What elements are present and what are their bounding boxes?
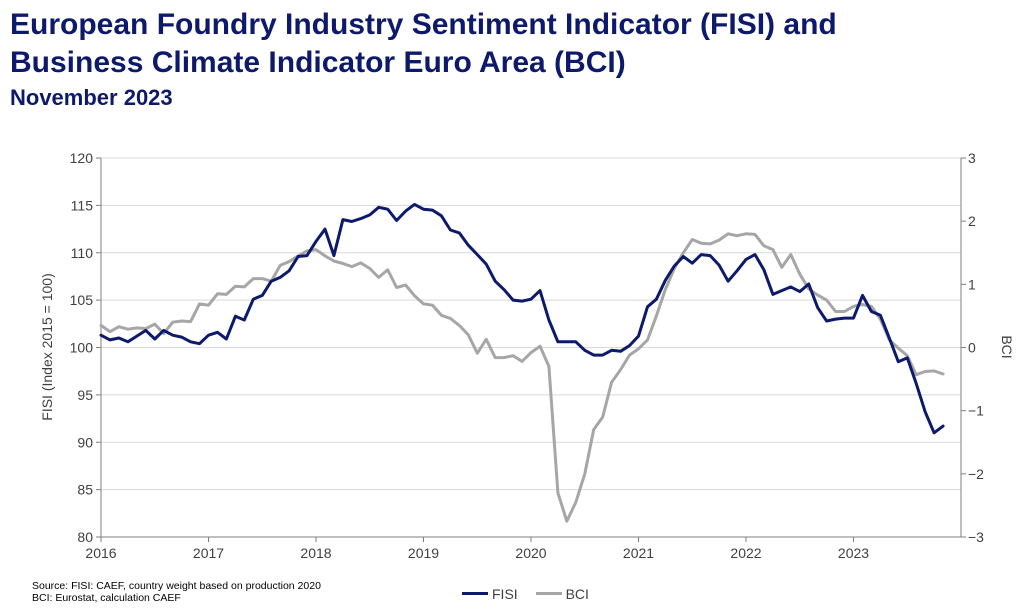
y-tick-label: 95: [77, 387, 93, 403]
y-tick-label: 110: [71, 245, 94, 261]
source-line-1: Source: FISI: CAEF, country weight based…: [32, 580, 321, 592]
series-layer: [99, 202, 945, 523]
x-tick-label: 2021: [623, 545, 654, 561]
x-tick-label: 2022: [730, 545, 761, 561]
y-tick-label: 100: [70, 340, 94, 356]
y2-tick-label: 3: [968, 150, 976, 166]
legend-swatch-fisi: [462, 592, 488, 595]
source-line-2: BCI: Eurostat, calculation CAEF: [32, 592, 181, 604]
series-line-bci: [99, 232, 945, 523]
y-tick-label: 115: [71, 197, 94, 213]
y-tick-label: 120: [70, 150, 94, 166]
x-tick-label: 2018: [300, 545, 331, 561]
y2-tick-label: −1: [968, 403, 984, 419]
right-axis-ticks: −3 −2 −1 0 1 2 3: [961, 150, 984, 545]
y2-tick-label: 1: [968, 276, 976, 292]
left-axis-ticks: 80 85 90 95 100 105 110 115 120: [70, 150, 101, 545]
x-tick-label: 2019: [408, 545, 439, 561]
gridlines: [101, 157, 961, 538]
y-tick-label: 80: [77, 529, 93, 545]
legend-swatch-bci: [535, 592, 562, 595]
series-line-fisi: [99, 202, 945, 435]
title-block: European Foundry Industry Sentiment Indi…: [10, 6, 837, 112]
chart-title-line-2: Business Climate Indicator Euro Area (BC…: [10, 46, 626, 79]
x-tick-label: 2017: [193, 545, 224, 561]
y2-axis-label: BCI: [999, 335, 1015, 358]
y-axis-label: FISI (Index 2015 = 100): [39, 273, 55, 420]
legend-item-bci: BCI: [535, 585, 589, 602]
x-tick-label: 2020: [515, 545, 546, 561]
y2-tick-label: −2: [968, 466, 984, 482]
y2-tick-label: 2: [968, 213, 976, 229]
x-tick-label: 2023: [838, 545, 869, 561]
legend-item-fisi: FISI: [462, 586, 518, 602]
legend-label-bci: BCI: [565, 585, 589, 602]
x-axis-ticks: 2016 2017 2018 2019 2020 2021 2022 2023: [85, 537, 869, 561]
x-tick-label: 2016: [85, 545, 116, 561]
chart-title-line-1: European Foundry Industry Sentiment Indi…: [10, 8, 837, 41]
y-tick-label: 105: [70, 292, 94, 308]
y2-tick-label: −3: [968, 529, 984, 545]
chart-subtitle: November 2023: [10, 85, 173, 110]
y2-tick-label: 0: [968, 340, 976, 356]
y-tick-label: 90: [77, 434, 93, 450]
source-note: Source: FISI: CAEF, country weight based…: [32, 580, 321, 604]
legend-label-fisi: FISI: [492, 585, 518, 602]
y-tick-label: 85: [77, 482, 93, 498]
legend: FISI BCI: [462, 582, 603, 602]
